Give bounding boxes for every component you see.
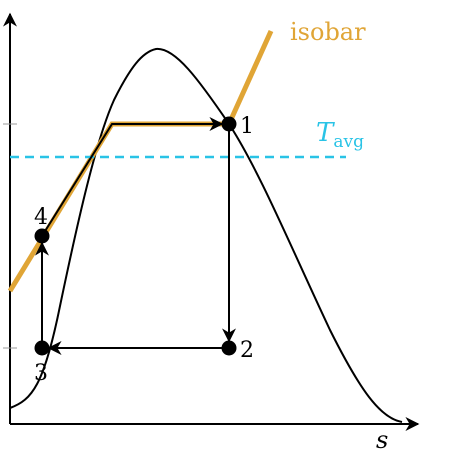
state-point-3 bbox=[34, 340, 50, 356]
state-point-2 bbox=[221, 340, 237, 356]
state-point-1 bbox=[221, 116, 237, 132]
isobar-line bbox=[7, 29, 274, 293]
tavg-label: Tavg bbox=[316, 118, 364, 152]
point-label-4: 4 bbox=[34, 205, 48, 230]
cycle-heating-path bbox=[41, 117, 224, 237]
saturation-dome bbox=[9, 47, 403, 423]
point-label-1: 1 bbox=[240, 114, 254, 139]
tavg-label-sub: avg bbox=[333, 132, 364, 152]
tavg-label-main: T bbox=[316, 118, 335, 148]
point-label-3: 3 bbox=[34, 361, 48, 386]
x-axis-label: s bbox=[376, 426, 388, 454]
isobar-label: isobar bbox=[290, 18, 366, 46]
state-point-4 bbox=[34, 228, 50, 244]
point-label-2: 2 bbox=[240, 338, 254, 363]
